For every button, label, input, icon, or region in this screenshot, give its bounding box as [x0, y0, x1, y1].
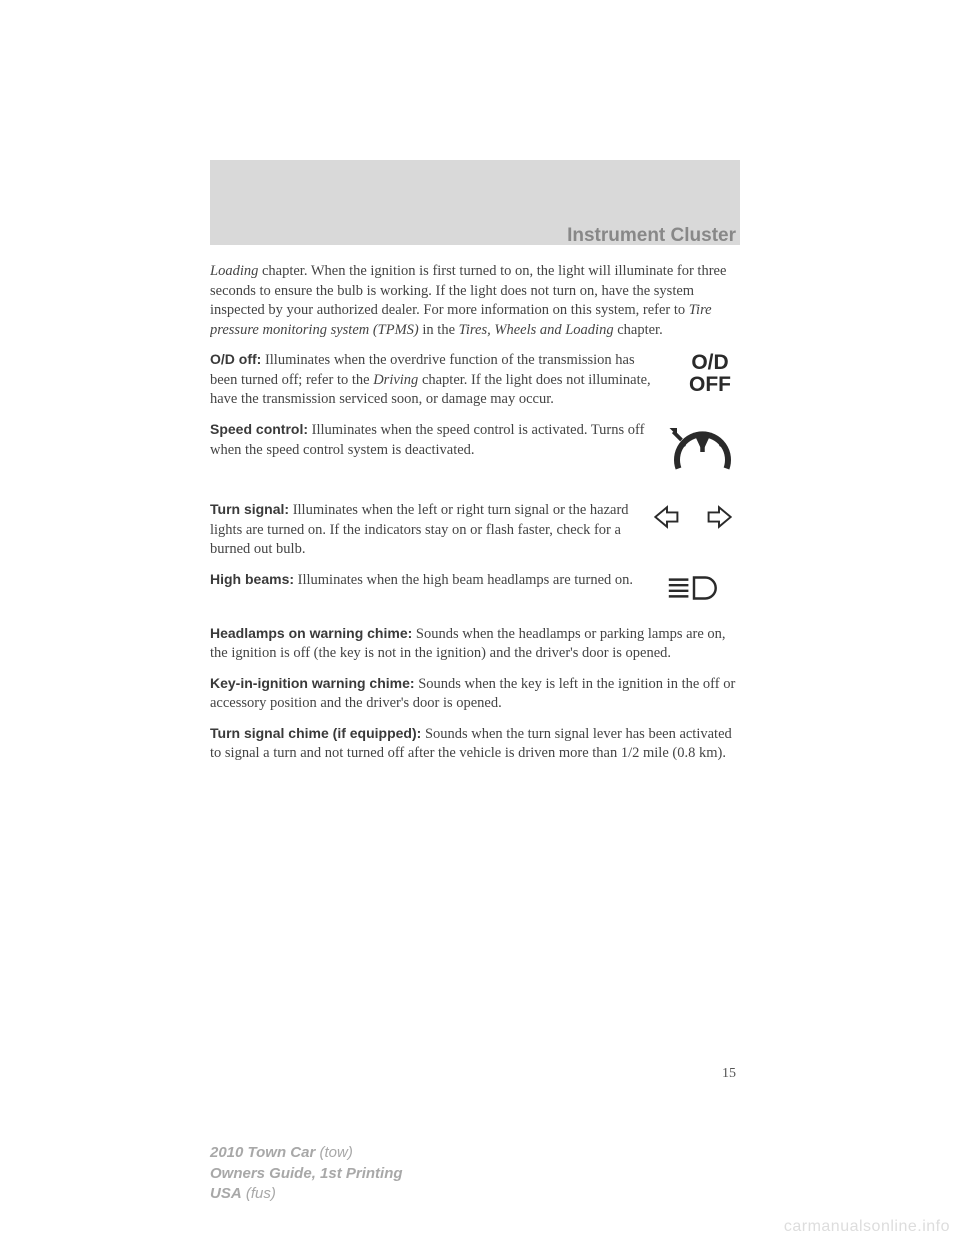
- speed-paragraph: Speed control: Illuminates when the spee…: [210, 420, 740, 490]
- footer-code-1: (tow): [315, 1144, 353, 1161]
- turn-chime-paragraph: Turn signal chime (if equipped): Sounds …: [210, 724, 740, 764]
- headlamp-chime-paragraph: Headlamps on warning chime: Sounds when …: [210, 624, 740, 664]
- od-icon-line2: OFF: [680, 374, 740, 396]
- speed-label: Speed control:: [210, 421, 308, 437]
- beam-text: Illuminates when the high beam headlamps…: [294, 572, 633, 588]
- speed-control-icon: [665, 422, 740, 489]
- turn-paragraph: Turn signal: Illuminates when the left o…: [210, 500, 740, 560]
- intro-text-3: chapter.: [614, 322, 663, 338]
- headlamp-label: Headlamps on warning chime:: [210, 625, 412, 641]
- od-label: O/D off:: [210, 351, 261, 367]
- turnchime-label: Turn signal chime (if equipped):: [210, 725, 421, 741]
- od-off-icon: O/D OFF: [680, 352, 740, 396]
- page-content: Loading chapter. When the ignition is fi…: [210, 262, 740, 774]
- footer-region: USA: [210, 1185, 242, 1202]
- footer-model: 2010 Town Car: [210, 1144, 315, 1161]
- od-icon-line1: O/D: [680, 352, 740, 374]
- intro-italic-1: Loading: [210, 263, 258, 279]
- intro-italic-3: Tires, Wheels and Loading: [459, 322, 614, 338]
- footer-block: 2010 Town Car (tow) Owners Guide, 1st Pr…: [210, 1143, 403, 1204]
- intro-text-1: chapter. When the ignition is first turn…: [210, 263, 726, 318]
- intro-paragraph: Loading chapter. When the ignition is fi…: [210, 262, 740, 340]
- footer-line-3: USA (fus): [210, 1184, 403, 1204]
- footer-code-2: (fus): [242, 1185, 276, 1202]
- key-label: Key-in-ignition warning chime:: [210, 675, 415, 691]
- footer-line-1: 2010 Town Car (tow): [210, 1143, 403, 1163]
- key-chime-paragraph: Key-in-ignition warning chime: Sounds wh…: [210, 674, 740, 714]
- footer-line-2: Owners Guide, 1st Printing: [210, 1164, 403, 1184]
- turn-signal-icon: [654, 502, 732, 539]
- page-header: Instrument Cluster: [567, 225, 736, 247]
- high-beam-icon: [666, 572, 722, 611]
- od-off-paragraph: O/D OFF O/D off: Illuminates when the ov…: [210, 350, 740, 410]
- od-italic-1: Driving: [373, 372, 418, 388]
- intro-text-2: in the: [419, 322, 459, 338]
- beam-label: High beams:: [210, 571, 294, 587]
- watermark: carmanualsonline.info: [784, 1218, 950, 1236]
- page-number: 15: [722, 1066, 736, 1082]
- beam-paragraph: High beams: Illuminates when the high be…: [210, 570, 740, 614]
- turn-label: Turn signal:: [210, 501, 289, 517]
